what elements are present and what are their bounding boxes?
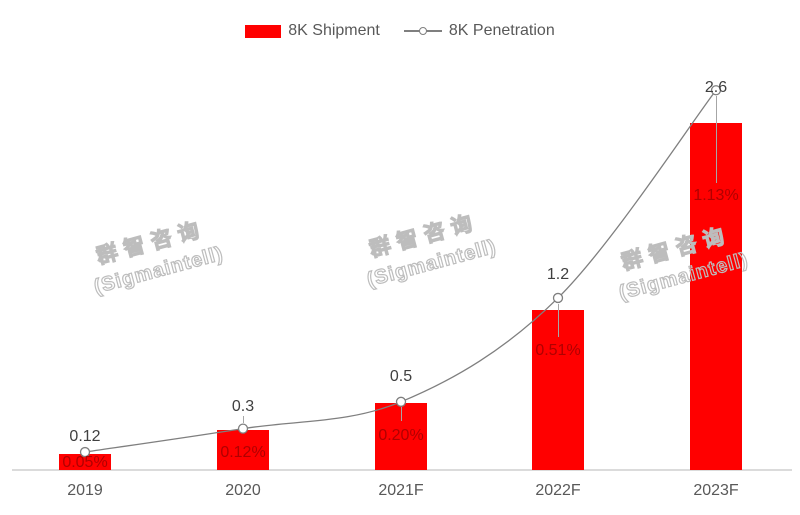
penetration-line (84, 89, 717, 453)
x-axis-line (12, 469, 792, 471)
penetration-value-label: 0.51% (535, 341, 581, 359)
shipment-bar (59, 453, 111, 470)
shipment-value-label: 0.5 (389, 367, 413, 385)
watermark-text-cn: 群智咨询 (367, 210, 482, 262)
penetration-marker (552, 292, 564, 304)
legend-label-penetration: 8K Penetration (448, 22, 555, 39)
penetration-marker-icon (418, 27, 427, 35)
shipment-value-label: 1.2 (546, 265, 570, 283)
x-axis-label: 2020 (225, 482, 261, 499)
penetration-line-icon (403, 27, 442, 35)
watermark-1: 群智咨询 (Sigmaintell) (70, 208, 239, 305)
penetration-value-label: 0.05% (62, 454, 108, 472)
x-axis-label: 2021F (378, 482, 424, 499)
watermark-text-cn: 群智咨询 (94, 217, 209, 269)
legend: 8K Shipment 8K Penetration (0, 22, 800, 40)
label-leader-line (716, 96, 717, 183)
penetration-value-label: 0.12% (220, 443, 266, 461)
watermark-2: 群智咨询 (Sigmaintell) (343, 201, 512, 298)
label-leader-line (243, 416, 244, 423)
shipment-value-label: 2.6 (704, 79, 728, 97)
x-axis-label: 2022F (535, 482, 581, 499)
penetration-value-label: 1.13% (693, 187, 739, 205)
label-leader-line (401, 407, 402, 421)
penetration-value-label: 0.20% (378, 426, 424, 444)
legend-item-penetration: 8K Penetration (403, 22, 555, 40)
legend-label-shipment: 8K Shipment (288, 22, 380, 39)
shipment-value-label: 0.3 (231, 397, 255, 415)
label-leader-line (558, 304, 559, 337)
x-axis-label: 2023F (693, 482, 739, 499)
x-axis-label: 2019 (67, 482, 103, 499)
legend-item-shipment: 8K Shipment (245, 22, 380, 40)
shipment-swatch-icon (245, 24, 282, 38)
watermark-text-en: (Sigmaintell) (91, 242, 226, 299)
shipment-value-label: 0.12 (69, 428, 101, 446)
watermark-text-en: (Sigmaintell) (364, 235, 499, 292)
